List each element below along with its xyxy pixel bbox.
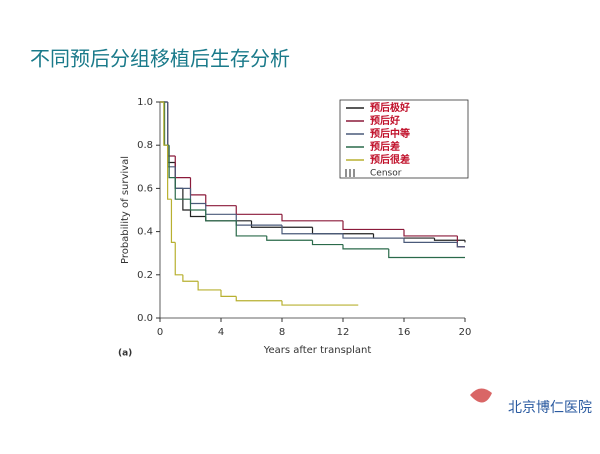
panel-label: (a) (118, 349, 132, 359)
survival-step (174, 177, 191, 200)
survival-step (235, 220, 267, 237)
survival-step (342, 244, 389, 250)
legend-label: 预后好 (370, 114, 400, 127)
survival-step (281, 300, 359, 306)
survival-step (170, 199, 176, 243)
x-tick-label: 12 (337, 327, 350, 338)
survival-step (281, 214, 343, 222)
survival-step (403, 238, 458, 243)
survival-step (220, 289, 237, 297)
survival-step (182, 188, 191, 211)
survival-step (205, 194, 237, 207)
survival-step (163, 102, 168, 146)
x-tick-label: 20 (459, 327, 472, 338)
x-tick-label: 0 (157, 327, 163, 338)
y-tick-label: 0.8 (137, 140, 153, 151)
y-tick-label: 0.6 (137, 183, 153, 194)
survival-step (403, 229, 458, 237)
survival-step (167, 145, 172, 200)
x-axis-label: Years after transplant (263, 345, 372, 356)
x-tick-label: 4 (218, 327, 224, 338)
legend-box (339, 99, 469, 179)
y-tick-label: 0.0 (137, 313, 153, 324)
survival-step (456, 235, 465, 248)
y-tick-label: 0.4 (137, 227, 153, 238)
survival-step (388, 248, 465, 259)
logo-mark (470, 388, 492, 403)
x-tick-label: 16 (398, 327, 411, 338)
logo-text: 北京博仁医院 (508, 399, 592, 416)
y-axis-label: Probability of survival (120, 156, 131, 264)
legend-label: 预后很差 (370, 153, 410, 166)
survival-step (235, 205, 282, 215)
survival-step (235, 296, 282, 302)
y-tick-label: 0.2 (137, 270, 153, 281)
survival-step (189, 188, 206, 205)
survival-step (281, 225, 343, 235)
survival-step (168, 145, 176, 179)
survival-step (163, 102, 170, 146)
survival-step (197, 281, 221, 291)
survival-step (342, 220, 404, 231)
survival-step (189, 210, 206, 218)
survival-step (189, 177, 206, 196)
slide-title: 不同预后分组移植后生存分析 (30, 47, 290, 71)
legend-label: Censor (370, 169, 402, 179)
survival-step (205, 210, 237, 222)
x-tick-label: 8 (279, 327, 285, 338)
survival-step (266, 235, 313, 241)
survival-step (250, 220, 313, 228)
survival-step (235, 214, 282, 226)
survival-step (174, 162, 183, 189)
survival-step (174, 242, 183, 276)
y-tick-label: 1.0 (137, 97, 153, 108)
survival-step (174, 156, 191, 179)
survival-step (311, 240, 343, 246)
survival-step (182, 274, 199, 282)
survival-step (189, 199, 206, 211)
survival-step (456, 242, 465, 248)
survival-step (205, 216, 252, 222)
survival-step (342, 233, 404, 239)
legend-label: 预后极好 (370, 101, 410, 114)
legend-label: 预后差 (370, 140, 400, 153)
survival-step (433, 238, 465, 241)
legend-label: 预后中等 (370, 127, 410, 140)
